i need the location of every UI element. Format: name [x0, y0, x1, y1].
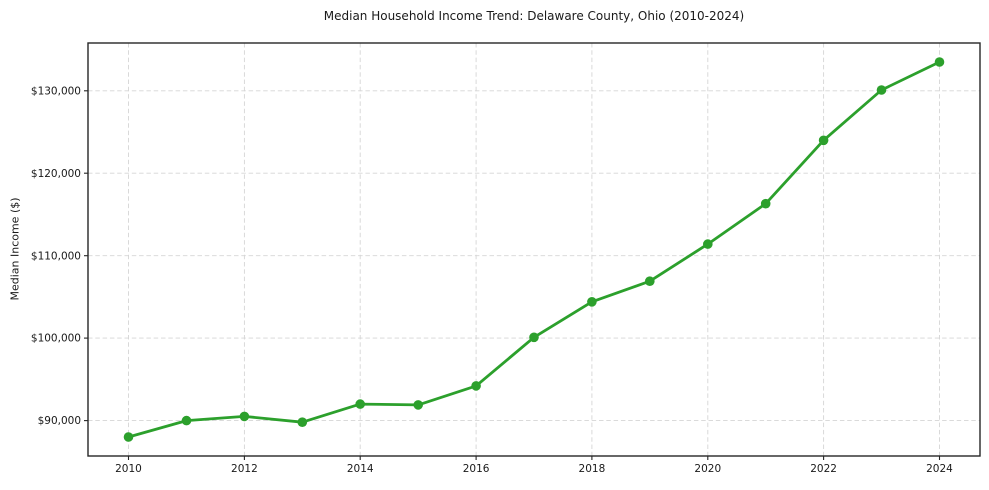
data-point-marker	[760, 198, 771, 209]
y-tick-label: $130,000	[31, 85, 81, 97]
plot-border	[87, 42, 981, 457]
data-point-marker	[818, 135, 829, 146]
data-point-marker	[876, 85, 887, 95]
x-tick-label: 2024	[926, 463, 953, 475]
x-tick-label: 2014	[347, 463, 374, 475]
data-point-marker	[934, 57, 945, 67]
x-tick-label: 2012	[231, 463, 258, 475]
x-tick-label: 2016	[463, 463, 490, 475]
income-line	[127, 60, 941, 439]
y-tick-label: $100,000	[31, 333, 81, 345]
data-point-marker	[355, 399, 366, 409]
x-tick-label: 2022	[810, 463, 837, 475]
data-point-marker	[645, 276, 655, 287]
y-tick-label: $90,000	[38, 415, 81, 427]
y-tick-label: $120,000	[31, 168, 81, 180]
data-point-marker	[413, 400, 424, 410]
data-point-marker	[529, 332, 539, 343]
data-point-marker	[703, 239, 713, 249]
data-point-marker	[471, 381, 481, 391]
data-point-marker	[297, 417, 308, 428]
chart-title: Median Household Income Trend: Delaware …	[323, 9, 745, 23]
data-point-marker	[239, 411, 250, 422]
y-tick-label: $110,000	[31, 250, 81, 262]
data-point-marker	[587, 297, 597, 307]
data-point-marker	[123, 432, 134, 442]
x-tick-label: 2018	[579, 463, 606, 475]
x-tick-label: 2020	[694, 463, 721, 475]
data-point-marker	[181, 415, 192, 426]
x-tick-label: 2010	[115, 463, 142, 475]
